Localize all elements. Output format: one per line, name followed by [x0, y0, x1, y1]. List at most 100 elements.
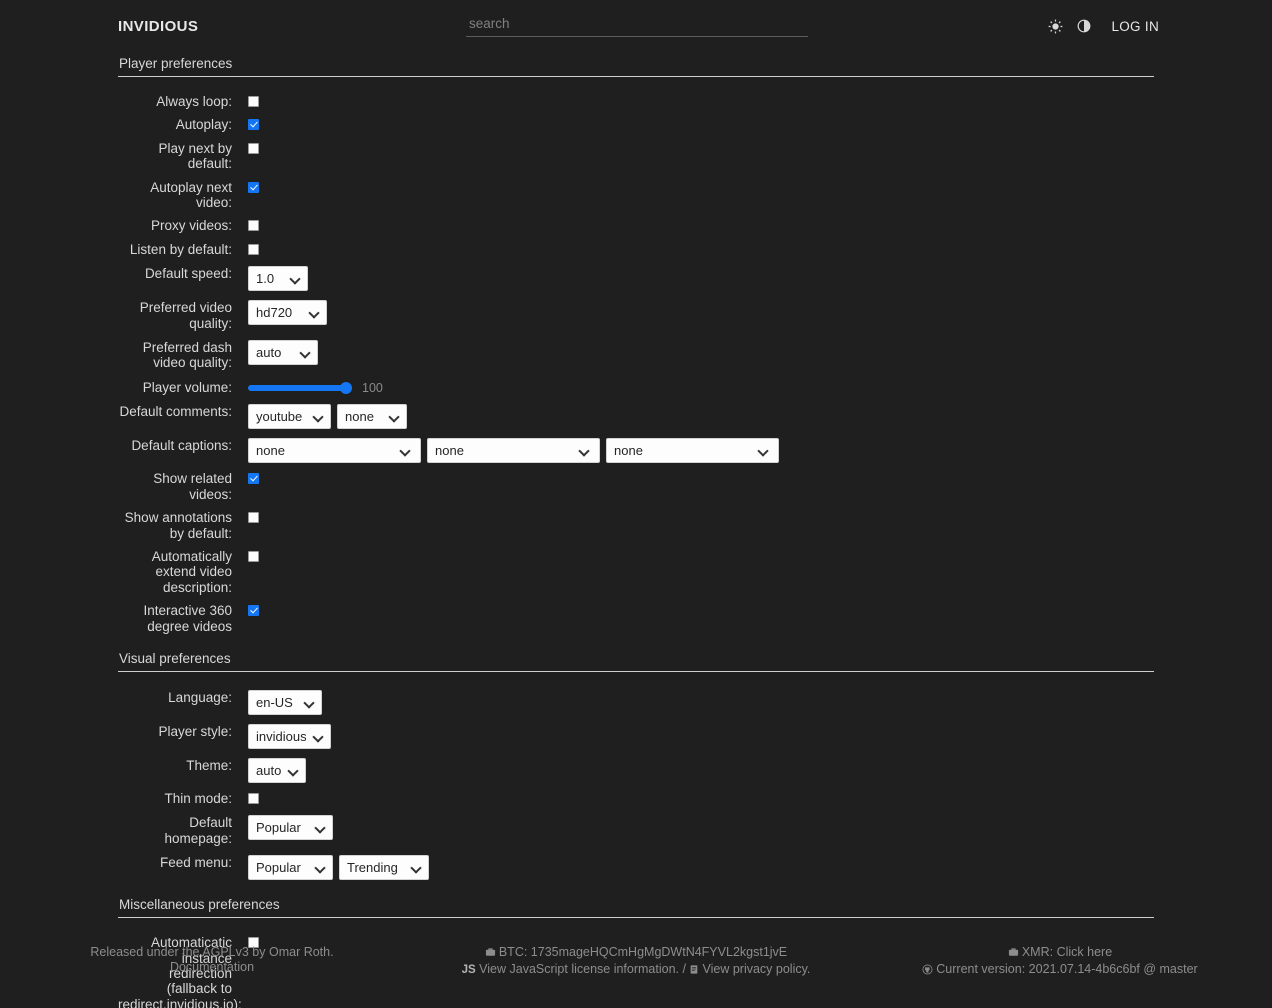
privacy-document-icon	[689, 964, 699, 979]
control-cell	[248, 603, 1154, 617]
preference-row: Interactive 360 degree videos	[118, 603, 1154, 634]
select-default-captions-2[interactable]: none	[427, 438, 600, 464]
control-cell: invidiousyoutube	[248, 723, 1154, 749]
select-wrapper: PopularTrendingSubscriptionsPlaylists	[339, 855, 429, 881]
select-wrapper: PopularTrendingSubscriptionsPlaylists	[248, 815, 333, 841]
preference-row: Default captions: none none none	[118, 438, 1154, 464]
brand-logo[interactable]: INVIDIOUS	[118, 18, 199, 35]
control-cell	[248, 510, 1154, 524]
select-language[interactable]: en-USdeesfritjanlplpt-BRruzh-CN	[248, 689, 322, 715]
label-feed-menu: Feed menu:	[159, 855, 232, 871]
preference-row: Theme: autodarklight	[118, 757, 1154, 783]
select-default-comments-1[interactable]: youtubereddit	[248, 404, 331, 430]
sun-icon[interactable]	[1047, 18, 1063, 34]
control-cell	[248, 791, 1154, 804]
checkbox-proxy-videos[interactable]	[248, 220, 259, 232]
label-language: Language:	[168, 689, 232, 705]
xmr-label: XMR:	[1021, 945, 1057, 959]
navbar-right: LOG IN	[1047, 18, 1159, 34]
version-link[interactable]: Current version: 2021.07.14-4b6c6bf @ ma…	[936, 962, 1198, 976]
control-cell	[248, 549, 1154, 562]
preferences-content: Player preferences Always loop: Autoplay: P…	[0, 54, 1272, 1008]
section-bottom-spacer	[0, 634, 1272, 649]
select-wrapper: noneyoutubereddit	[337, 404, 407, 430]
select-wrapper: autobest4320p2160p1440p1080p720p480p360p…	[248, 340, 318, 366]
label-default-comments: Default comments:	[119, 404, 232, 420]
preference-row: Language: en-USdeesfritjanlplpt-BRruzh-CN	[118, 689, 1154, 715]
xmr-link[interactable]: Click here	[1056, 945, 1113, 959]
checkbox-play-next-by-default[interactable]	[248, 142, 259, 154]
select-feed-menu-1[interactable]: PopularTrendingSubscriptionsPlaylists	[248, 855, 333, 881]
monero-icon	[1008, 947, 1019, 962]
select-wrapper: dashhd720mediumsmall	[248, 300, 327, 326]
preference-row: Default comments: youtuberedditnoneyoutub…	[118, 404, 1154, 430]
checkbox-interactive-360-degree-videos[interactable]	[248, 605, 259, 617]
checkbox-show-annotations-by-default[interactable]	[248, 512, 259, 524]
select-player-style[interactable]: invidiousyoutube	[248, 723, 331, 749]
control-cell: dashhd720mediumsmall	[248, 300, 1154, 326]
select-theme[interactable]: autodarklight	[248, 757, 306, 783]
js-license-link[interactable]: View JavaScript license information.	[479, 962, 680, 976]
preference-row: Player style: invidiousyoutube	[118, 723, 1154, 749]
select-default-comments-2[interactable]: noneyoutubereddit	[337, 404, 407, 430]
checkbox-autoplay-next-video[interactable]	[248, 181, 259, 193]
control-cell	[248, 471, 1154, 485]
checkbox-autoplay[interactable]	[248, 119, 259, 131]
select-default-speed[interactable]: 0.250.50.751.01.251.51.752.0	[248, 266, 308, 292]
control-cell: PopularTrendingSubscriptionsPlaylistsPop…	[248, 855, 1154, 881]
label-play-next-by-default: Play next by default:	[158, 140, 232, 172]
select-default-captions-3[interactable]: none	[606, 438, 779, 464]
btc-address-link[interactable]: BTC: 1735mageHQCmHgMgDWtN4FYVL2kgst1jvE	[498, 945, 788, 959]
label-default-homepage: Default homepage:	[164, 815, 232, 846]
preference-row: Show annotations by default:	[118, 510, 1154, 541]
slider-player-volume[interactable]	[248, 384, 352, 391]
checkbox-thin-mode[interactable]	[248, 792, 259, 804]
preference-row: Proxy videos:	[118, 218, 1154, 233]
github-icon	[922, 964, 933, 979]
checkbox-show-related-videos[interactable]	[248, 473, 259, 485]
documentation-link[interactable]: Documentation	[169, 960, 255, 974]
select-preferred-video-quality[interactable]: dashhd720mediumsmall	[248, 300, 327, 326]
preference-rows: Automaticatic instance redirection (fall…	[118, 935, 1154, 1008]
control-cell	[248, 180, 1154, 193]
login-link[interactable]: LOG IN	[1111, 18, 1159, 34]
checkbox-automatically-extend-video-description[interactable]	[248, 550, 259, 562]
label-autoplay-next-video: Autoplay next video:	[150, 179, 232, 211]
js-license-mark: JS	[461, 964, 476, 976]
select-wrapper: 0.250.50.751.01.251.51.752.0	[248, 266, 308, 292]
label-automatic-instance-redirection: Automaticatic instance redirection (fall…	[118, 935, 242, 1008]
contrast-circle-icon[interactable]	[1076, 18, 1092, 34]
checkbox-automatic-instance-redirection[interactable]	[248, 937, 259, 949]
section-spacer	[0, 77, 1272, 86]
select-default-homepage[interactable]: PopularTrendingSubscriptionsPlaylists	[248, 815, 333, 841]
section-title: Miscellaneous preferences	[118, 895, 1154, 919]
select-default-captions-1[interactable]: none	[248, 438, 421, 464]
volume-control: 100	[248, 381, 383, 395]
select-feed-menu-2[interactable]: PopularTrendingSubscriptionsPlaylists	[339, 855, 429, 881]
section-title: Player preferences	[118, 54, 1154, 77]
control-cell	[248, 935, 1154, 949]
preference-row: Autoplay:	[118, 117, 1154, 132]
section-title: Visual preferences	[118, 649, 1154, 672]
checkbox-always-loop[interactable]	[248, 96, 259, 107]
control-cell: 100	[248, 381, 1154, 395]
footer-separator: /	[682, 962, 686, 976]
select-wrapper: none	[427, 438, 600, 464]
search-input[interactable]	[466, 14, 808, 37]
section-bottom-spacer	[0, 880, 1272, 895]
control-cell: PopularTrendingSubscriptionsPlaylists	[248, 815, 1154, 841]
preference-row: Automatically extend video description:	[118, 549, 1154, 595]
footer-license-text: Released under the AGPLv3 by Omar Roth.	[90, 945, 334, 959]
select-preferred-dash-video-quality[interactable]: autobest4320p2160p1440p1080p720p480p360p…	[248, 340, 318, 366]
label-interactive-360-degree-videos: Interactive 360 degree videos	[143, 603, 232, 634]
checkbox-listen-by-default[interactable]	[248, 243, 259, 255]
label-default-captions: Default captions:	[131, 438, 232, 454]
navbar: INVIDIOUS	[0, 0, 1272, 54]
label-listen-by-default: Listen by default:	[129, 241, 232, 257]
control-cell	[248, 218, 1154, 232]
label-always-loop: Always loop:	[156, 94, 232, 109]
label-default-speed: Default speed:	[144, 266, 232, 282]
select-wrapper: en-USdeesfritjanlplpt-BRruzh-CN	[248, 689, 322, 715]
privacy-policy-link[interactable]: View privacy policy.	[702, 962, 811, 976]
